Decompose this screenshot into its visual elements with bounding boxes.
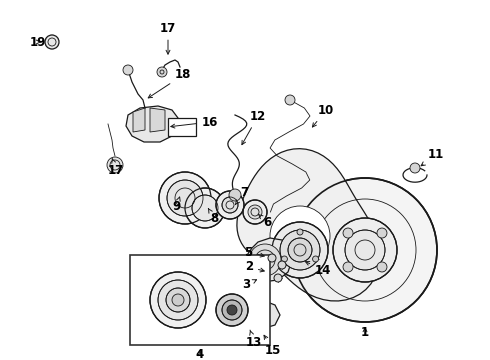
Polygon shape [126,106,178,142]
Text: 5: 5 [244,246,264,258]
Text: 10: 10 [313,104,334,127]
Circle shape [172,294,184,306]
Circle shape [243,200,267,224]
Circle shape [343,262,353,272]
Circle shape [377,228,387,238]
Circle shape [268,254,276,262]
Text: 9: 9 [172,197,180,213]
Text: 2: 2 [245,261,264,274]
FancyBboxPatch shape [168,118,196,136]
Polygon shape [218,268,258,332]
Circle shape [158,280,198,320]
Circle shape [272,222,328,278]
Circle shape [107,157,123,173]
Circle shape [159,172,211,224]
Circle shape [185,188,225,228]
Circle shape [377,262,387,272]
Text: 13: 13 [246,330,262,348]
Text: 17: 17 [108,158,124,176]
Text: 14: 14 [305,262,331,276]
Circle shape [410,163,420,173]
Circle shape [222,197,238,213]
Circle shape [123,65,133,75]
Circle shape [157,67,167,77]
Circle shape [167,180,203,216]
Text: 8: 8 [208,208,218,225]
Circle shape [333,218,397,282]
Circle shape [45,35,59,49]
Circle shape [274,274,282,282]
Circle shape [285,95,295,105]
Polygon shape [248,300,280,328]
Text: 7: 7 [235,186,248,204]
Text: 12: 12 [242,109,266,145]
Circle shape [278,261,286,269]
Circle shape [216,191,244,219]
Circle shape [297,229,303,235]
Circle shape [288,238,312,262]
Text: 4: 4 [196,347,204,360]
Circle shape [166,288,190,312]
Circle shape [343,228,353,238]
Polygon shape [46,35,58,49]
Text: 16: 16 [171,116,219,129]
Circle shape [280,230,320,270]
Text: 17: 17 [160,22,176,54]
Polygon shape [237,149,380,301]
Circle shape [281,256,288,262]
Text: 15: 15 [264,335,281,356]
Polygon shape [150,108,165,132]
Polygon shape [133,108,145,132]
Circle shape [313,256,318,262]
Circle shape [216,294,248,326]
Circle shape [270,206,330,266]
Text: 6: 6 [258,214,271,229]
Circle shape [229,189,241,201]
Polygon shape [244,238,292,282]
Circle shape [345,230,385,270]
Text: 11: 11 [421,148,444,166]
Text: 1: 1 [361,325,369,338]
Circle shape [227,305,237,315]
Bar [130,255,270,345]
Text: 18: 18 [148,68,192,98]
Circle shape [249,244,281,276]
Circle shape [293,178,437,322]
Circle shape [192,195,218,221]
Circle shape [150,272,206,328]
Text: 3: 3 [242,279,257,292]
Circle shape [222,300,242,320]
Circle shape [248,205,262,219]
Text: 19: 19 [30,36,47,49]
